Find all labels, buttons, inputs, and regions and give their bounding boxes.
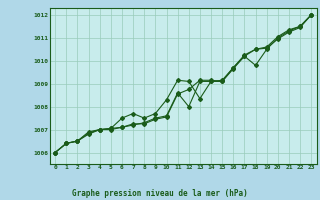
Text: Graphe pression niveau de la mer (hPa): Graphe pression niveau de la mer (hPa) [72,189,248,198]
